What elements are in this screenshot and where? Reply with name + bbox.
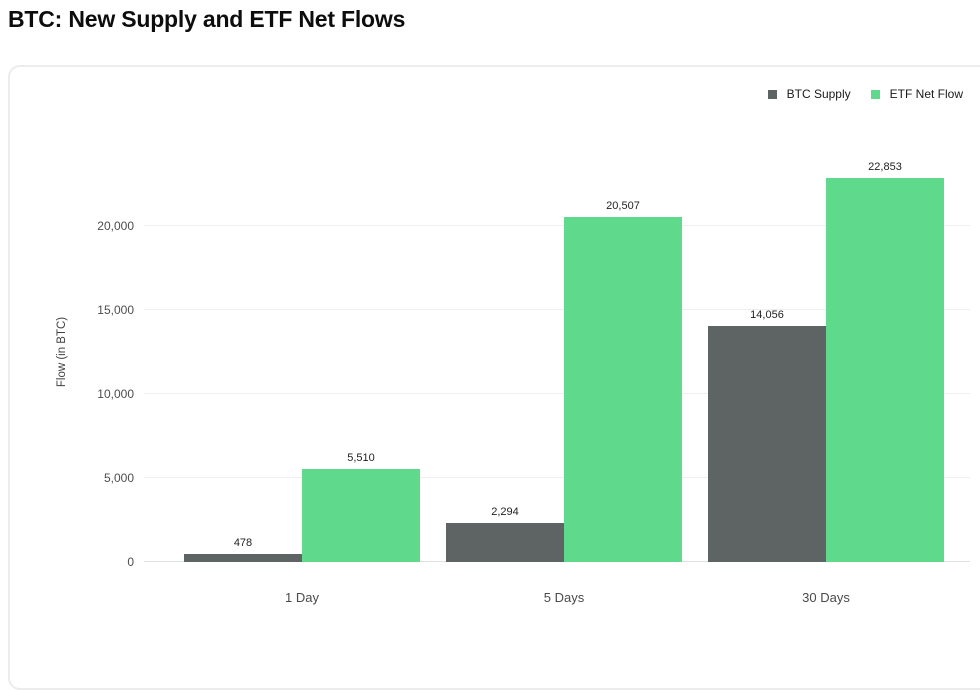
legend-swatch-btc-supply xyxy=(767,89,777,99)
bar-column-btc-supply-5-days: 2,294 xyxy=(446,506,564,562)
y-tick-label-10000: 10,000 xyxy=(97,387,134,401)
bar-btc-supply-30-days[interactable] xyxy=(708,325,826,562)
legend-swatch-etf-net-flow xyxy=(870,89,880,99)
bar-etf-net-flow-1-day[interactable] xyxy=(302,469,420,562)
x-axis-label-1-day: 1 Day xyxy=(285,590,319,605)
bar-column-etf-net-flow-30-days: 22,853 xyxy=(826,161,944,562)
bar-value-label-etf-net-flow-30-days: 22,853 xyxy=(868,161,902,174)
y-tick-label-0: 0 xyxy=(127,555,134,569)
x-axis-label-30-days: 30 Days xyxy=(802,590,850,605)
gridline-10000 xyxy=(144,393,970,394)
bar-value-label-btc-supply-5-days: 2,294 xyxy=(491,506,519,519)
bar-etf-net-flow-30-days[interactable] xyxy=(826,178,944,562)
bar-value-label-btc-supply-30-days: 14,056 xyxy=(750,308,784,321)
legend-label-btc-supply: BTC Supply xyxy=(786,87,851,101)
bar-group-1-day: 478 5,510 xyxy=(171,142,433,562)
chart-legend: BTC Supply ETF Net Flow xyxy=(767,87,963,101)
bar-value-label-etf-net-flow-5-days: 20,507 xyxy=(606,200,640,213)
y-tick-label-20000: 20,000 xyxy=(97,219,134,233)
legend-item-btc-supply[interactable]: BTC Supply xyxy=(767,87,851,101)
y-axis-ticks: 0 5,000 10,000 15,000 20,000 xyxy=(10,142,134,569)
page-title: BTC: New Supply and ETF Net Flows xyxy=(8,6,406,32)
y-tick-label-15000: 15,000 xyxy=(97,303,134,317)
bar-group-30-days: 14,056 22,853 xyxy=(695,142,957,562)
plot-area: 478 5,510 2,294 20,507 14,056 22,853 xyxy=(144,142,970,562)
bar-etf-net-flow-5-days[interactable] xyxy=(564,217,682,562)
bar-btc-supply-5-days[interactable] xyxy=(446,523,564,562)
bar-column-etf-net-flow-5-days: 20,507 xyxy=(564,200,682,562)
bar-btc-supply-1-day[interactable] xyxy=(184,553,302,562)
gridline-20000 xyxy=(144,225,970,226)
bar-value-label-etf-net-flow-1-day: 5,510 xyxy=(347,452,375,465)
bar-column-btc-supply-30-days: 14,056 xyxy=(708,309,826,562)
x-axis-labels: 1 Day 5 Days 30 Days xyxy=(171,590,957,605)
bars-container: 478 5,510 2,294 20,507 14,056 22,853 xyxy=(171,142,957,562)
legend-item-etf-net-flow[interactable]: ETF Net Flow xyxy=(870,87,963,101)
gridline-15000 xyxy=(144,309,970,310)
gridline-5000 xyxy=(144,477,970,478)
bar-column-etf-net-flow-1-day: 5,510 xyxy=(302,452,420,562)
y-tick-label-5000: 5,000 xyxy=(103,471,134,485)
x-axis-label-5-days: 5 Days xyxy=(543,590,585,605)
bar-value-label-btc-supply-1-day: 478 xyxy=(233,536,253,549)
legend-label-etf-net-flow: ETF Net Flow xyxy=(889,87,963,101)
chart-card: BTC Supply ETF Net Flow Flow (in BTC) 0 5,… xyxy=(8,65,980,690)
bar-column-btc-supply-1-day: 478 xyxy=(184,537,302,562)
bar-group-5-days: 2,294 20,507 xyxy=(433,142,695,562)
